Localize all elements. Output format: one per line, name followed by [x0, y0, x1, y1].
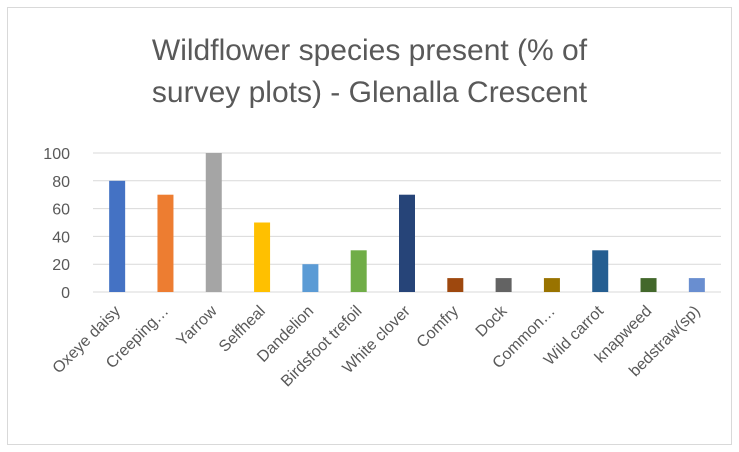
chart-title-line-2: survey plots) - Glenalla Crescent	[151, 76, 588, 109]
y-tick-label: 0	[61, 285, 70, 302]
y-tick-label: 20	[52, 257, 70, 274]
bar	[109, 180, 126, 292]
bar	[640, 278, 657, 292]
bar	[302, 264, 319, 292]
x-category-label: Comfry	[414, 303, 462, 351]
bar	[254, 222, 271, 292]
y-tick-label: 80	[52, 174, 70, 191]
bar	[399, 194, 415, 292]
bar	[688, 278, 705, 292]
bar	[592, 250, 609, 292]
bar	[447, 278, 464, 292]
bar	[205, 153, 222, 292]
chart-title-line-1: Wildflower species present (% of	[151, 34, 588, 67]
bars	[109, 153, 705, 292]
y-tick-label: 100	[43, 146, 70, 163]
bar	[495, 278, 512, 292]
x-category-label: Dock	[473, 302, 512, 341]
chart-frame	[7, 7, 732, 445]
y-tick-label: 60	[52, 202, 70, 219]
bar	[350, 250, 367, 292]
y-tick-label: 40	[52, 229, 70, 246]
bar	[157, 194, 174, 292]
y-axis-ticks: 0 20 40 60 80 100	[43, 146, 70, 302]
chart-title: Wildflower species present (% of survey …	[0, 30, 739, 114]
x-category-label: Yarrow	[174, 302, 221, 349]
bar	[543, 278, 560, 292]
